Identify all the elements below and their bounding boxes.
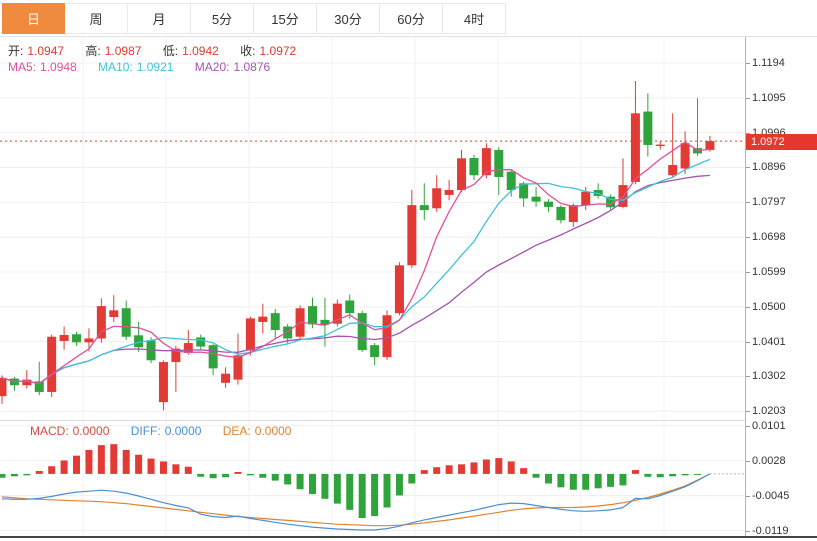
axis-tick-label: 0.0028: [752, 454, 786, 467]
axis-tick-mark: [746, 460, 750, 462]
tab-15min[interactable]: 15分: [254, 3, 317, 34]
tab-4hour[interactable]: 4时: [443, 3, 506, 34]
axis-tick-mark: [746, 425, 750, 427]
axis-tick-label: 1.0698: [752, 231, 786, 244]
ma20-label: MA20:: [194, 60, 230, 74]
axis-tick-label: 1.1095: [752, 91, 786, 104]
tab-day[interactable]: 日: [2, 3, 65, 34]
diff-label: DIFF:: [130, 424, 161, 438]
axis-tick-label: 0.0101: [752, 419, 786, 432]
macd-chart: [0, 421, 745, 536]
open-label: 开:: [8, 44, 24, 58]
ohlc-header: 开: 1.0947 高: 1.0987 低: 1.0942 收: 1.0972: [8, 42, 300, 59]
axis-tick-mark: [746, 63, 750, 64]
axis-tick-label: 1.0203: [752, 405, 786, 418]
macd-header: MACD: 0.0000 DIFF: 0.0000 DEA: 0.0000: [30, 424, 295, 438]
axis-tick-label: 1.0302: [752, 370, 786, 383]
axis-tick-label: -0.0119: [752, 524, 789, 537]
ma-header: MA5: 1.0948 MA10: 1.0921 MA20: 1.0876: [8, 60, 274, 74]
dea-label: DEA:: [222, 424, 251, 438]
axis-tick-label: 1.0599: [752, 265, 786, 278]
tab-month[interactable]: 月: [128, 3, 191, 34]
ma10-label: MA10:: [98, 60, 133, 74]
axis-tick-mark: [746, 495, 750, 497]
axis-tick-label: 1.0896: [752, 161, 786, 174]
axis-tick-mark: [746, 167, 750, 169]
axis-tick-mark: [746, 376, 750, 378]
ma20-value: 1.0876: [233, 60, 271, 74]
axis-tick-label: 1.1194: [752, 57, 785, 69]
axis-tick-mark: [746, 271, 750, 273]
open-value: 1.0947: [27, 44, 65, 58]
axis-tick-mark: [746, 132, 750, 134]
candlestick-chart: [0, 37, 745, 420]
tab-week[interactable]: 周: [65, 3, 128, 34]
axis-tick-label: 1.0401: [752, 335, 786, 348]
timeframe-tabbar: 日 周 月 5分 15分 30分 60分 4时: [0, 0, 817, 37]
diff-value: 0.0000: [164, 424, 202, 438]
axis-tick-mark: [746, 341, 750, 343]
axis-tick-label: 1.0797: [752, 196, 786, 209]
axis-tick-mark: [746, 97, 750, 99]
ma5-value: 1.0948: [40, 60, 77, 74]
macd-value: 0.0000: [72, 424, 110, 438]
axis-tick-label: 1.0500: [752, 300, 786, 313]
axis-tick-mark: [746, 530, 750, 532]
low-value: 1.0942: [182, 44, 219, 58]
axis-tick-mark: [746, 411, 750, 413]
axis-tick-mark: [746, 306, 750, 308]
tab-30min[interactable]: 30分: [317, 3, 380, 34]
close-label: 收:: [240, 44, 256, 58]
low-label: 低:: [162, 44, 179, 58]
high-value: 1.0987: [104, 44, 142, 58]
price-axis: 1.1194 1.1095 1.0996 1.0896 1.0797 1.0698 1.05…: [745, 37, 817, 537]
ma10-value: 1.0921: [136, 60, 174, 74]
axis-tick-label: -0.0045: [752, 489, 790, 502]
dea-value: 0.0000: [254, 424, 292, 438]
macd-label: MACD:: [30, 424, 69, 438]
tab-5min[interactable]: 5分: [191, 3, 254, 34]
axis-tick-mark: [746, 202, 750, 204]
chart-bottom-border: [0, 536, 817, 538]
high-label: 高:: [85, 44, 101, 58]
close-value: 1.0972: [259, 44, 297, 58]
pane-divider: [0, 420, 745, 421]
axis-tick-mark: [746, 237, 750, 239]
tab-60min[interactable]: 60分: [380, 3, 443, 34]
ma5-label: MA5:: [8, 60, 37, 74]
current-price-badge: 1.0972: [746, 134, 817, 150]
